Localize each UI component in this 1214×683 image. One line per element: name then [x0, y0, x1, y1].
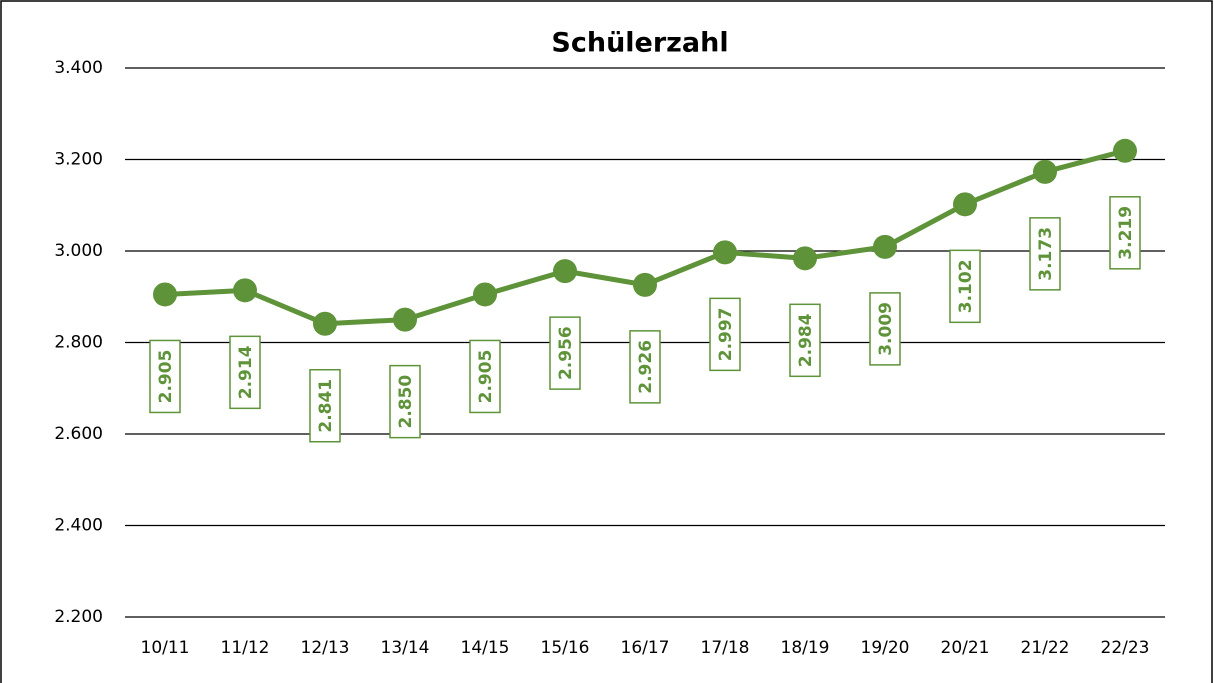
data-label-box [869, 292, 901, 366]
data-point [713, 240, 737, 265]
data-label-text: 3.102 [956, 259, 976, 313]
data-label-text: 3.173 [1036, 227, 1056, 281]
data-point [953, 192, 977, 217]
data-point [873, 234, 897, 259]
y-tick-label: 2.200 [54, 607, 103, 627]
data-label: 2.905 [149, 339, 181, 414]
y-tick-label: 2.600 [54, 424, 103, 444]
x-tick-label: 12/13 [301, 638, 350, 658]
data-point [233, 278, 257, 303]
data-label-box [389, 364, 421, 439]
data-point [1033, 159, 1057, 184]
data-label-text: 3.009 [876, 302, 896, 356]
x-tick-label: 18/19 [781, 638, 830, 658]
data-label-text: 2.984 [796, 313, 816, 367]
data-label-box [789, 303, 821, 378]
x-tick-label: 13/14 [381, 638, 430, 658]
y-tick-label: 3.200 [54, 150, 103, 170]
x-tick-label: 15/16 [541, 638, 590, 658]
data-label-box [229, 335, 261, 410]
data-label: 3.102 [949, 249, 981, 324]
x-tick-label: 16/17 [621, 638, 670, 658]
data-point [153, 282, 177, 307]
data-label: 2.841 [309, 368, 341, 443]
data-point [393, 307, 417, 332]
data-label-box [949, 249, 981, 324]
data-label: 3.173 [1029, 217, 1061, 291]
data-label-box [629, 330, 661, 404]
data-point [793, 246, 817, 271]
x-tick-label: 17/18 [701, 638, 750, 658]
data-label: 2.914 [229, 335, 261, 410]
y-tick-label: 2.800 [54, 333, 103, 353]
data-label-box [149, 339, 181, 414]
data-point [633, 272, 657, 297]
x-tick-label: 22/23 [1101, 638, 1150, 658]
data-label-text: 2.841 [316, 379, 336, 433]
x-tick-label: 10/11 [141, 638, 190, 658]
data-label-text: 2.914 [236, 345, 256, 399]
data-label-text: 2.956 [556, 326, 576, 380]
data-label-box [1109, 196, 1141, 270]
data-label: 2.984 [789, 303, 821, 378]
series-line [164, 148, 1126, 327]
data-point [313, 311, 337, 336]
data-point [473, 282, 497, 307]
data-label-box [549, 316, 581, 390]
x-tick-label: 21/22 [1021, 638, 1070, 658]
data-label: 2.850 [389, 364, 421, 439]
data-label-box [309, 368, 341, 443]
x-tick-label: 11/12 [221, 638, 270, 658]
chart-title: Schülerzahl [551, 28, 728, 59]
data-label-text: 2.997 [716, 307, 736, 361]
y-tick-label: 3.000 [54, 241, 103, 261]
data-label: 2.926 [629, 330, 661, 404]
data-label-box [1029, 217, 1061, 291]
x-tick-label: 19/20 [861, 638, 910, 658]
data-point [553, 259, 577, 284]
data-label: 3.009 [869, 292, 901, 366]
data-label: 2.997 [709, 297, 741, 372]
data-label-box [469, 339, 501, 414]
x-tick-label: 14/15 [461, 638, 510, 658]
data-point [1113, 138, 1137, 163]
data-label: 2.956 [549, 316, 581, 390]
x-tick-label: 20/21 [941, 638, 990, 658]
data-label: 2.905 [469, 339, 501, 414]
data-label-box [709, 297, 741, 372]
data-label-text: 2.926 [636, 340, 656, 394]
y-tick-label: 2.400 [54, 516, 103, 536]
data-label-text: 2.850 [396, 375, 416, 429]
data-label-text: 2.905 [156, 350, 176, 404]
y-tick-label: 3.400 [54, 58, 103, 78]
data-label-text: 2.905 [476, 350, 496, 404]
data-label-text: 3.219 [1116, 206, 1136, 260]
data-label: 3.219 [1109, 196, 1141, 270]
